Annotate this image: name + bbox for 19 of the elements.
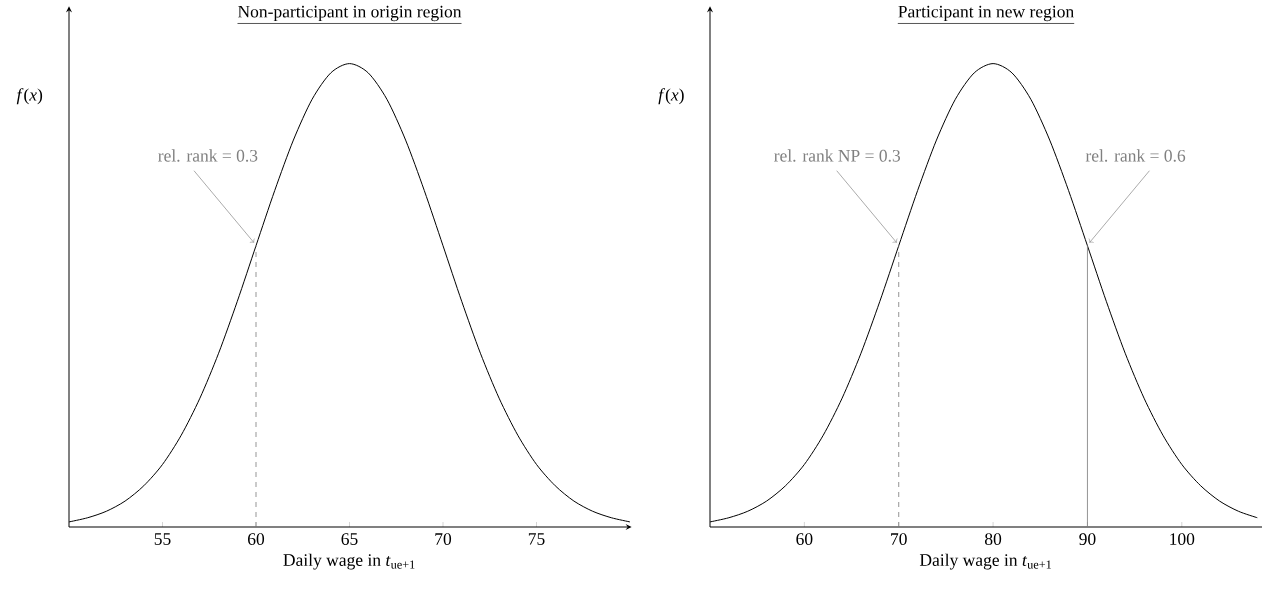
x-tick-label: 90 bbox=[1079, 533, 1096, 545]
x-tick-label: 100 bbox=[1170, 533, 1195, 545]
x-tick-label: 60 bbox=[796, 533, 813, 545]
x-tick-label: 65 bbox=[341, 533, 358, 545]
annotation: rel. rank = 0.6 bbox=[1085, 149, 1186, 162]
x-tick-label: 75 bbox=[528, 533, 545, 545]
x-axis-title: Daily wage in t$_{ue+1}$ bbox=[919, 553, 1052, 570]
annotation: rel. rank NP = 0.3 bbox=[774, 149, 901, 162]
x-tick-label: 70 bbox=[435, 533, 452, 545]
x-axis-title: Daily wage in t$_{ue+1}$ bbox=[283, 553, 415, 570]
x-tick-label: 80 bbox=[984, 533, 1002, 545]
chart-title: Participant in new region bbox=[898, 5, 1074, 22]
chart-title: Non-participant in origin region bbox=[237, 5, 462, 22]
annotation: rel. rank = 0.3 bbox=[158, 149, 258, 162]
x-tick-label: 70 bbox=[891, 533, 907, 545]
y-axis-title: f(x) bbox=[658, 88, 684, 105]
x-tick-label: 60 bbox=[248, 533, 265, 545]
x-tick-label: 55 bbox=[154, 533, 171, 545]
y-axis-title: f(x) bbox=[16, 88, 43, 105]
